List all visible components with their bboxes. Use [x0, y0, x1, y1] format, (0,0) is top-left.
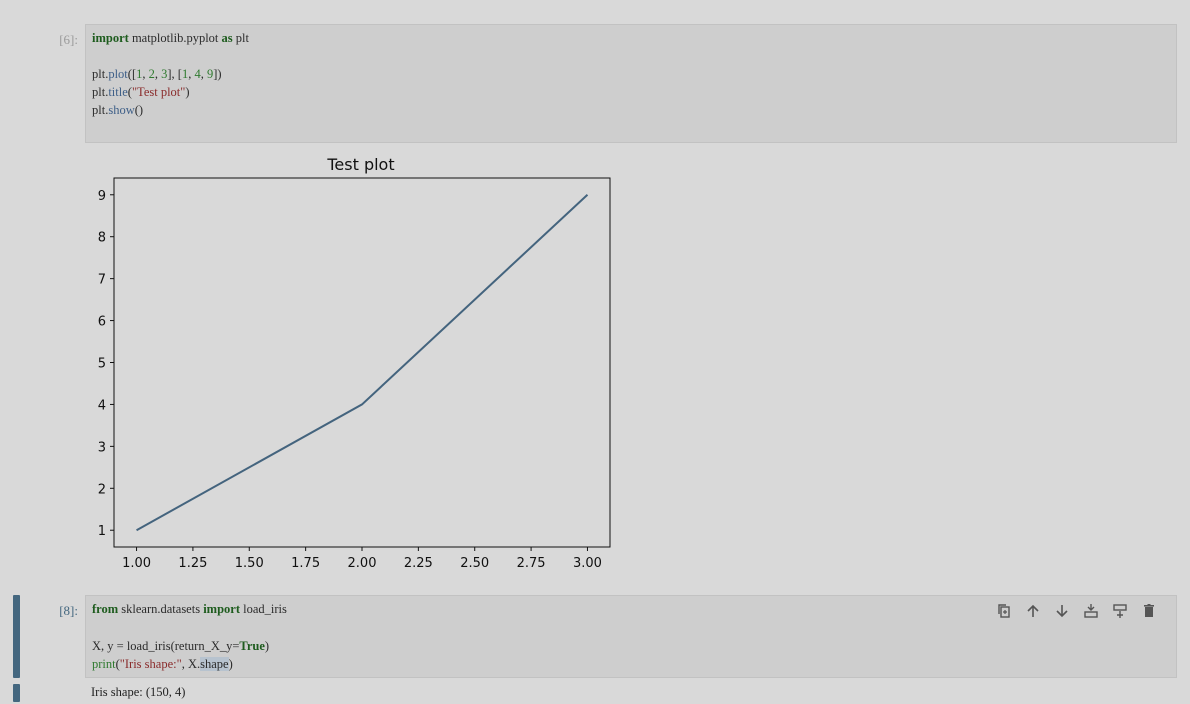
x-tick-label: 2.25	[404, 556, 433, 571]
y-tick-label: 1	[98, 524, 106, 539]
number: 9	[206, 67, 214, 81]
number: 1	[181, 67, 189, 81]
x-tick-label: 2.75	[517, 556, 546, 571]
code-text: ,	[188, 67, 195, 81]
code-text: ()	[134, 103, 144, 117]
series-line	[136, 194, 589, 532]
move-down-button[interactable]	[1053, 602, 1071, 620]
cell-prompt: [6]:	[59, 32, 78, 47]
code-line: plt.title("Test plot")	[92, 85, 190, 100]
duplicate-icon	[998, 604, 1010, 618]
y-tick-label: 3	[98, 440, 106, 455]
code-line: print("Iris shape:", X.shape)	[92, 657, 233, 672]
line-series	[136, 194, 589, 532]
code-text: ,	[200, 67, 207, 81]
code-text: ], [	[167, 67, 182, 81]
delete-cell-button[interactable]	[1140, 602, 1158, 620]
y-tick-label: 5	[98, 357, 106, 372]
chart-title: Test plot	[326, 155, 394, 174]
function-name: show	[108, 103, 135, 117]
number: 2	[148, 67, 155, 81]
y-tick-label: 6	[98, 315, 106, 330]
x-tick-label: 1.50	[235, 556, 264, 571]
x-tick-label: 1.75	[291, 556, 320, 571]
selected-text: shape	[200, 657, 229, 671]
y-tick-label: 2	[98, 482, 106, 497]
code-line: plt.show()	[92, 103, 143, 118]
move-up-icon	[1027, 604, 1039, 617]
code-line: from sklearn.datasets import load_iris	[92, 602, 287, 617]
x-tick-label: 2.00	[348, 556, 377, 571]
plot-area	[113, 177, 611, 548]
y-tick-label: 4	[98, 398, 106, 413]
code-text: matplotlib.pyplot	[128, 31, 222, 45]
string-literal: "Iris shape:"	[119, 657, 182, 671]
y-tick-label: 7	[98, 273, 106, 288]
duplicate-cell-button[interactable]	[995, 602, 1013, 620]
insert-above-button[interactable]	[1082, 602, 1100, 620]
insert-below-button[interactable]	[1111, 602, 1129, 620]
x-tick-label: 1.00	[122, 556, 151, 571]
function-name: title	[108, 85, 128, 99]
code-editor[interactable]: from sklearn.datasets import load_iris X…	[85, 595, 1177, 678]
code-editor[interactable]: import matplotlib.pyplot as plt plt.plot…	[85, 24, 1177, 143]
x-tick-label: 3.00	[573, 556, 602, 571]
code-text: ,	[154, 67, 162, 81]
move-up-button[interactable]	[1024, 602, 1042, 620]
code-text: ,	[142, 67, 149, 81]
output-collapser[interactable]	[13, 684, 20, 702]
move-down-icon	[1056, 605, 1068, 618]
code-line: X, y = load_iris(return_X_y=True)	[92, 639, 269, 654]
builtin-function: print	[92, 657, 116, 671]
y-tick-label: 9	[98, 189, 106, 204]
code-text: plt	[232, 31, 249, 45]
cell-toolbar	[995, 602, 1158, 620]
y-tick-label: 8	[98, 231, 106, 246]
delete-icon	[1144, 604, 1154, 617]
code-text: ])	[213, 67, 222, 81]
number: 3	[161, 67, 168, 81]
keyword: True	[239, 639, 265, 653]
code-cell-6[interactable]: [6]: import matplotlib.pyplot as plt plt…	[0, 0, 1190, 580]
code-cell-8[interactable]: [8]: from sklearn.datasets import load_i…	[0, 590, 1190, 704]
input-collapser[interactable]	[13, 595, 20, 678]
y-axis: 1 2 3 4 5 6 7 8 9	[98, 189, 114, 539]
code-line: plt.plot([1, 2, 3], [1, 4, 9])	[92, 67, 222, 82]
code-text: (	[115, 657, 120, 671]
cell-prompt: [8]:	[59, 603, 78, 618]
code-text: )	[228, 657, 233, 671]
insert-above-icon	[1084, 604, 1098, 618]
code-line: import matplotlib.pyplot as plt	[92, 31, 249, 46]
code-text: )	[264, 639, 270, 653]
code-text: sklearn.datasets	[118, 602, 204, 616]
code-text: plt.	[92, 103, 109, 117]
string-literal: "Test plot"	[131, 85, 186, 99]
code-text: ([	[127, 67, 137, 81]
number: 4	[194, 67, 201, 81]
x-tick-label: 2.50	[460, 556, 489, 571]
insert-below-icon	[1113, 604, 1127, 618]
x-axis: 1.00 1.25 1.50 1.75 2.00 2.25 2.50 2.75 3.00	[122, 547, 602, 571]
plot-output: Test plot 1.00 1.25 1.50 1.75 2.00 2.25 2.50 2.…	[98, 155, 611, 571]
x-tick-label: 1.25	[178, 556, 207, 571]
code-text: plt.	[92, 85, 109, 99]
number: 1	[136, 67, 143, 81]
keyword: import	[203, 602, 241, 616]
code-text: , X.	[181, 657, 201, 671]
code-text: (	[127, 85, 132, 99]
cell-output-text: Iris shape: (150, 4)	[91, 685, 186, 699]
code-text: X, y = load_iris(return_X_y=	[92, 639, 240, 653]
keyword: from	[92, 602, 119, 616]
code-text: plt.	[92, 67, 109, 81]
function-name: plot	[108, 67, 128, 81]
code-text: load_iris	[240, 602, 287, 616]
keyword: as	[221, 31, 233, 45]
keyword: import	[92, 31, 129, 45]
code-text: )	[185, 85, 190, 99]
